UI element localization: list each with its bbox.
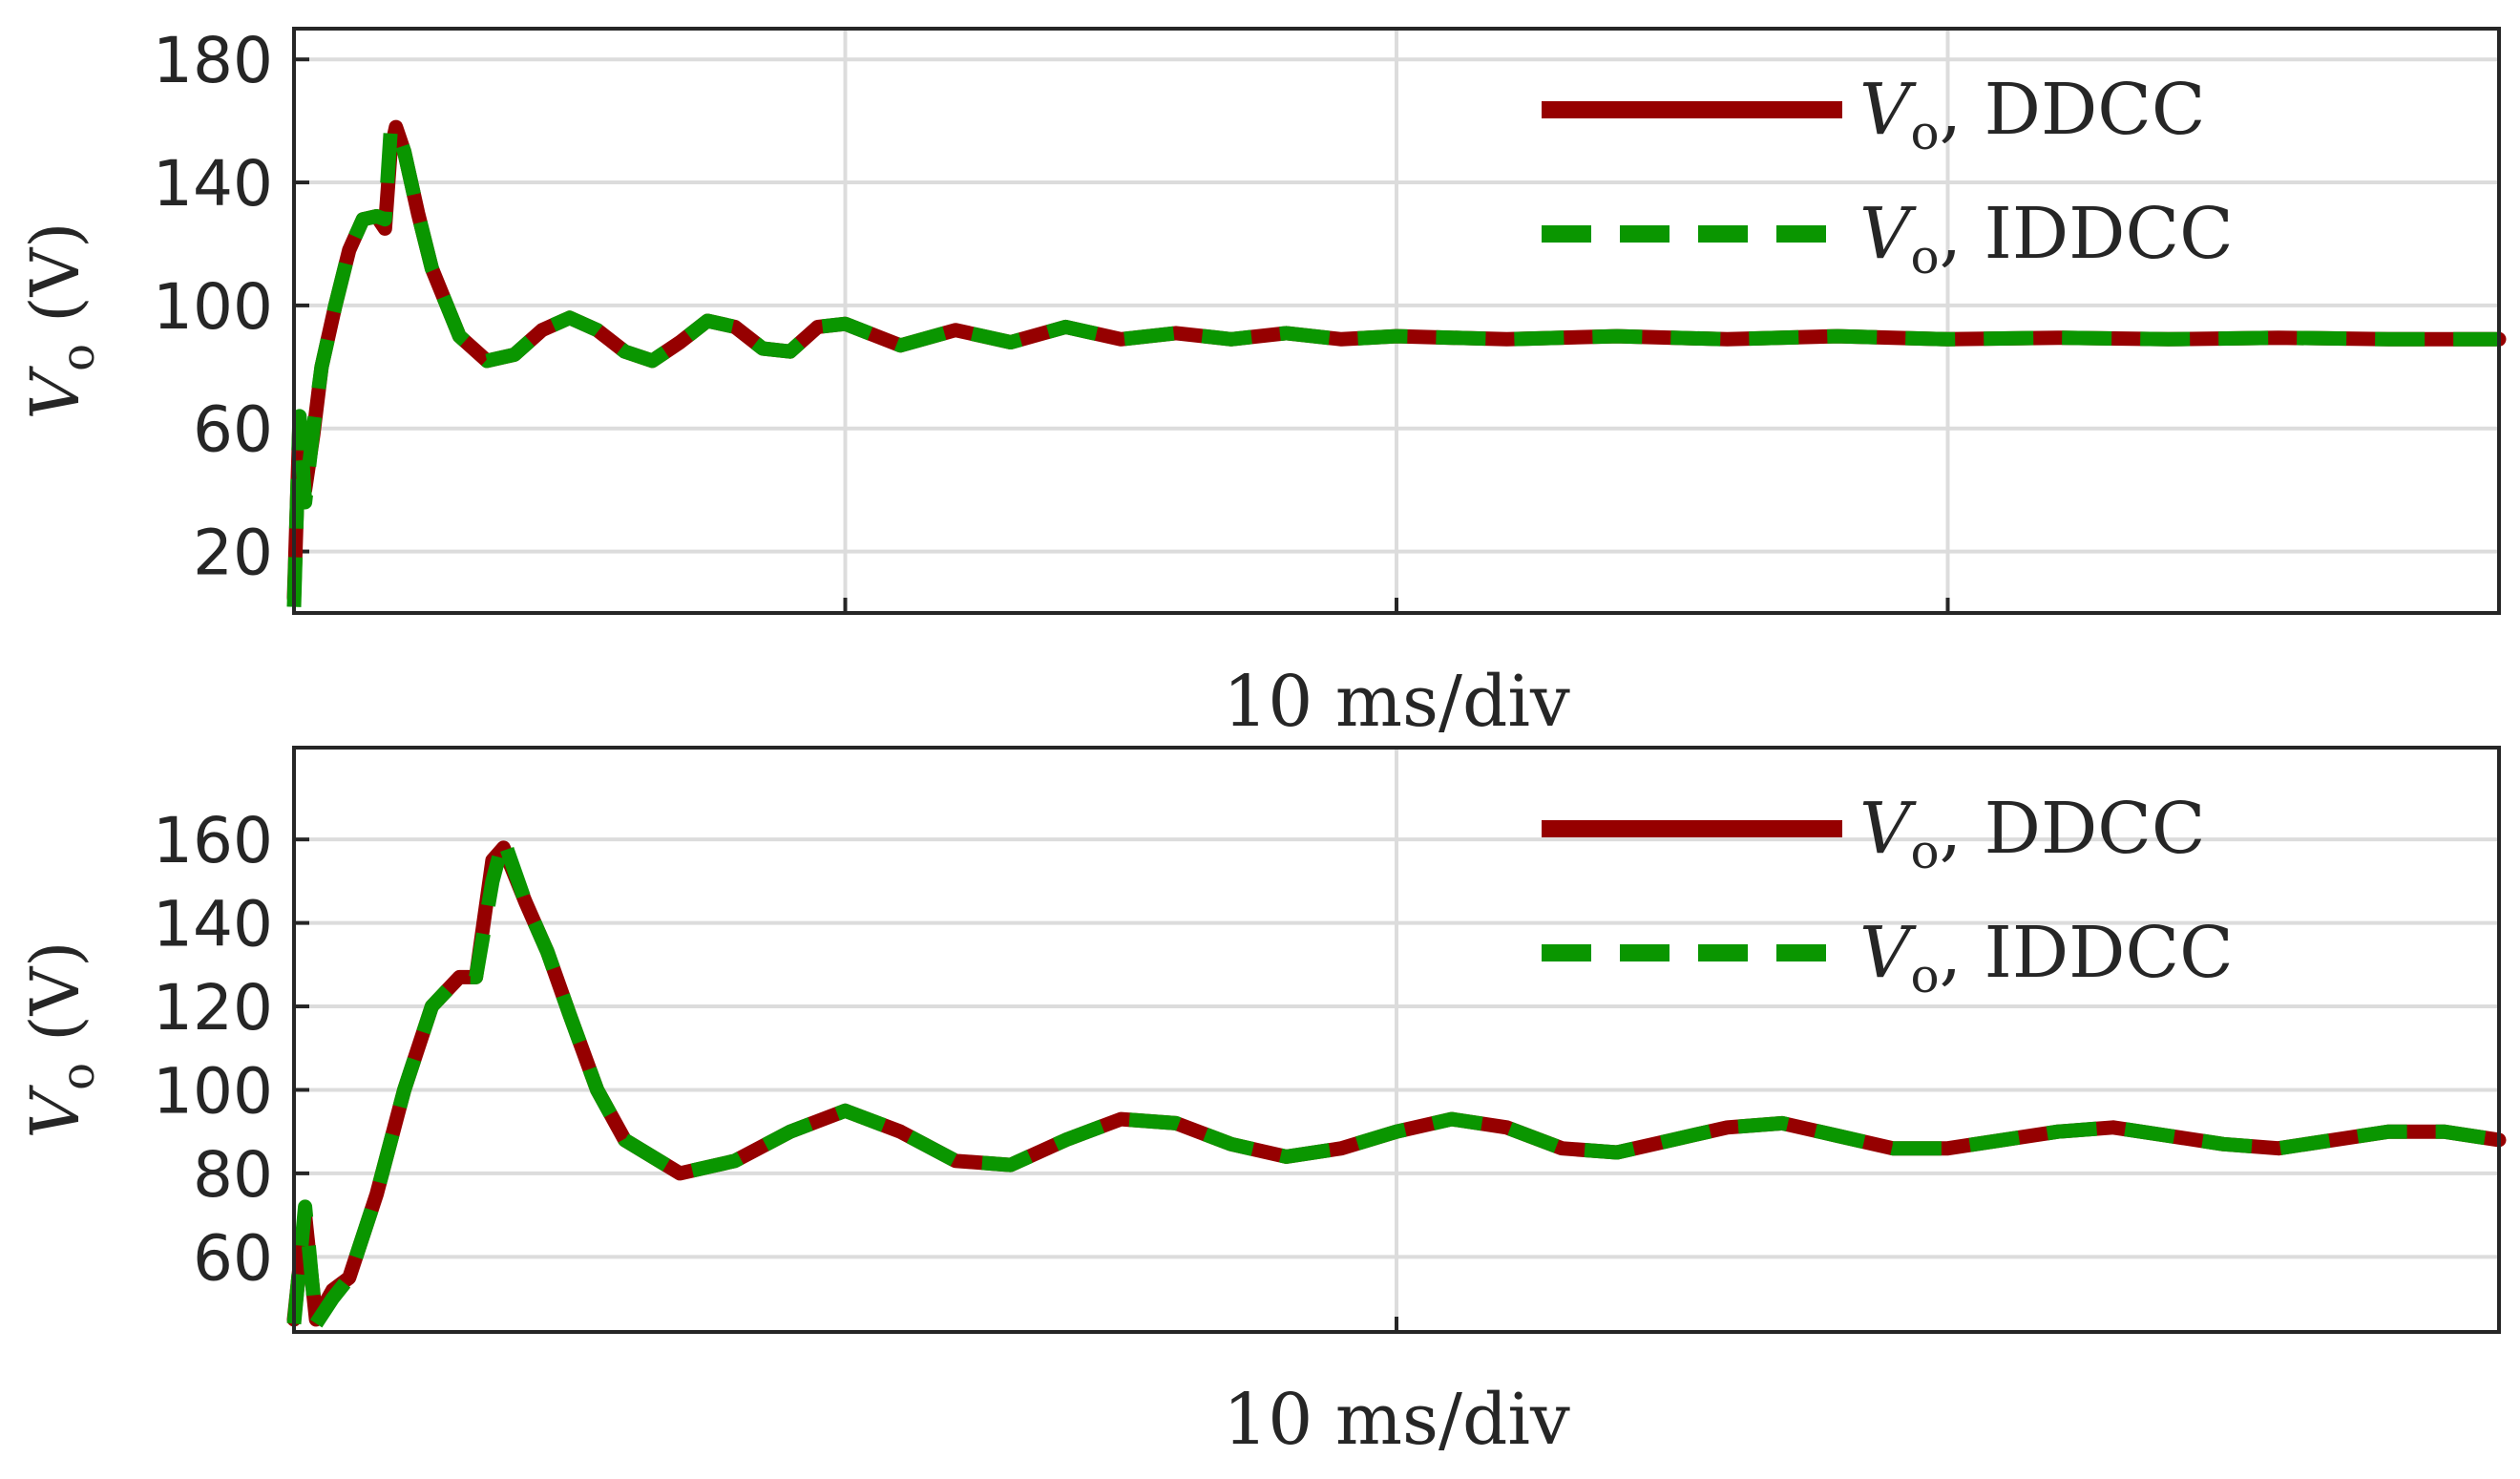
bottom-chart-xlabel: 10 ms/div — [1223, 1379, 1570, 1461]
bottom-chart-ylabel: Vo (V) — [16, 941, 105, 1139]
top-chart: 20 60 100 140 180 Vo, DDCC Vo, IDDCC 10 ms/d… — [16, 24, 2507, 743]
bottom-legend-ddcc-label: Vo, DDCC — [1859, 788, 2206, 879]
bottom-chart-legend: Vo, DDCC Vo, IDDCC — [1542, 788, 2234, 1004]
bottom-series-ddcc-line — [286, 840, 2507, 1327]
top-ytick-label-3: 140 — [153, 147, 273, 221]
top-ytick-label-4: 180 — [153, 24, 273, 97]
bottom-chart-axes — [292, 746, 2501, 1334]
bottom-ytick-label-4: 140 — [153, 888, 273, 961]
top-chart-ylabel: Vo (V) — [16, 222, 105, 420]
top-ytick-label-0: 20 — [193, 517, 273, 590]
top-ytick-label-1: 60 — [193, 393, 273, 467]
bottom-ytick-label-3: 120 — [153, 971, 273, 1045]
top-chart-axes — [292, 27, 2501, 615]
top-ytick-label-2: 100 — [153, 270, 273, 344]
top-series-iddcc-line — [286, 119, 2499, 607]
bottom-ytick-label-5: 160 — [153, 804, 273, 877]
top-chart-xlabel: 10 ms/div — [1223, 661, 1570, 743]
top-legend-iddcc-label: Vo, IDDCC — [1859, 193, 2234, 285]
top-chart-legend: Vo, DDCC Vo, IDDCC — [1542, 69, 2234, 285]
top-legend-ddcc-label: Vo, DDCC — [1859, 69, 2206, 160]
bottom-ytick-label-0: 60 — [193, 1221, 273, 1295]
bottom-ytick-label-2: 100 — [153, 1054, 273, 1128]
bottom-ytick-label-1: 80 — [193, 1138, 273, 1212]
bottom-legend-iddcc-label: Vo, IDDCC — [1859, 912, 2234, 1004]
bottom-chart: 60 80 100 120 140 160 Vo, DDCC Vo, IDDCC 10 m… — [16, 746, 2507, 1461]
